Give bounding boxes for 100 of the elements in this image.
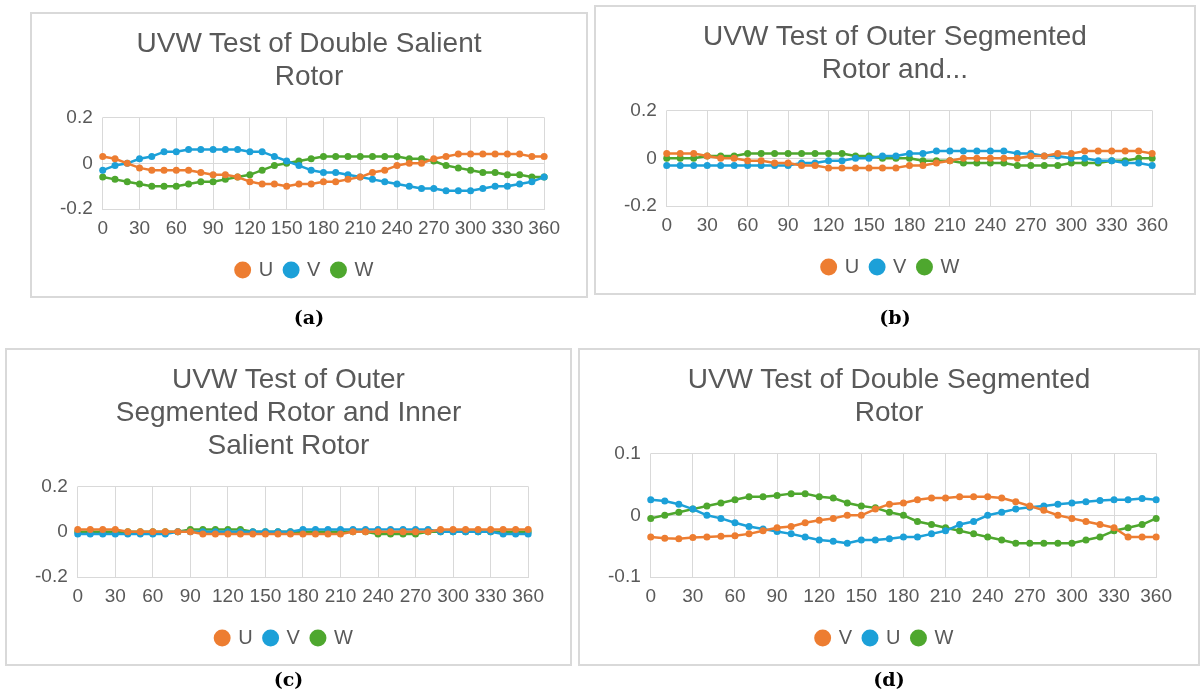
- x-tick-label: 90: [179, 584, 201, 606]
- point: [307, 180, 315, 188]
- point: [731, 519, 739, 527]
- x-tick-label: 300: [1056, 584, 1088, 606]
- point: [258, 166, 266, 174]
- point: [829, 514, 837, 522]
- point: [703, 502, 711, 510]
- point: [801, 490, 809, 498]
- point: [209, 171, 217, 179]
- point: [209, 146, 217, 154]
- point: [1054, 539, 1062, 547]
- point: [661, 497, 669, 505]
- point: [647, 514, 655, 522]
- point: [99, 166, 107, 174]
- point: [1138, 533, 1146, 541]
- point: [1013, 161, 1021, 169]
- chart-title: UVW Test of Outer Segmented Rotor and...: [702, 19, 1088, 85]
- point: [703, 511, 711, 519]
- point: [731, 532, 739, 540]
- point: [970, 517, 978, 525]
- x-tick-label: 30: [128, 216, 151, 238]
- point: [136, 180, 144, 188]
- point: [801, 519, 809, 527]
- y-tick-label: 0.2: [630, 98, 657, 120]
- point: [209, 178, 217, 186]
- point: [454, 187, 462, 195]
- point: [479, 185, 487, 193]
- point: [185, 180, 193, 188]
- point: [865, 164, 873, 172]
- point: [368, 152, 376, 160]
- text: (c): [272, 668, 305, 690]
- point: [843, 511, 851, 519]
- point: [946, 147, 954, 155]
- point: [442, 187, 450, 195]
- point: [1054, 511, 1062, 519]
- point: [356, 152, 364, 160]
- point: [148, 166, 156, 174]
- y-tick-label: 0: [630, 503, 641, 525]
- point: [111, 155, 119, 163]
- point: [905, 150, 913, 158]
- point: [959, 147, 967, 155]
- point: [344, 152, 352, 160]
- point: [1082, 498, 1090, 506]
- point: [1000, 154, 1008, 162]
- x-tick-label: 360: [528, 216, 560, 238]
- point: [185, 146, 193, 154]
- x-tick-label: 360: [512, 584, 544, 606]
- point: [1012, 505, 1020, 513]
- x-tick-label: 270: [399, 584, 432, 606]
- x-tick-label: 330: [1095, 213, 1128, 235]
- point: [878, 164, 886, 172]
- point: [467, 150, 475, 158]
- point: [757, 150, 765, 158]
- x-tick-label: 120: [212, 584, 244, 606]
- legend-label: V: [286, 625, 301, 648]
- x-tick-label: 90: [766, 584, 788, 606]
- point: [838, 164, 846, 172]
- point: [829, 537, 837, 545]
- point: [123, 178, 131, 186]
- point: [418, 185, 426, 193]
- legend-label: W: [934, 625, 954, 648]
- y-tick-label: 0: [82, 151, 93, 173]
- y-tick-label: -0.2: [59, 197, 93, 219]
- text: (d): [872, 668, 906, 690]
- x-tick-label: 0: [661, 213, 673, 235]
- point: [172, 166, 180, 174]
- point: [647, 533, 655, 541]
- text: (a): [292, 306, 326, 328]
- point: [745, 522, 753, 530]
- x-tick-label: 150: [249, 584, 282, 606]
- point: [307, 166, 315, 174]
- point: [270, 152, 278, 160]
- point: [956, 493, 964, 501]
- x-tick-label: 180: [307, 216, 340, 238]
- x-tick-label: 300: [437, 584, 469, 606]
- point: [1138, 495, 1146, 503]
- x-tick-label: 60: [724, 584, 746, 606]
- point: [503, 182, 511, 190]
- point: [319, 168, 327, 176]
- point: [332, 152, 340, 160]
- point: [919, 161, 927, 169]
- point: [1082, 517, 1090, 525]
- point: [1013, 154, 1021, 162]
- point: [1152, 514, 1160, 522]
- y-tick-label: 0.2: [41, 474, 68, 496]
- point: [801, 533, 809, 541]
- point: [479, 150, 487, 158]
- point: [430, 185, 438, 193]
- x-tick-label: 150: [270, 216, 303, 238]
- point: [381, 166, 389, 174]
- point: [1148, 150, 1156, 158]
- point: [843, 499, 851, 507]
- point: [857, 502, 865, 510]
- point: [970, 493, 978, 501]
- legend-label: U: [258, 257, 274, 280]
- point: [857, 536, 865, 544]
- point: [246, 178, 254, 186]
- point: [528, 178, 536, 186]
- point: [744, 157, 752, 165]
- x-tick-label: 30: [696, 213, 718, 235]
